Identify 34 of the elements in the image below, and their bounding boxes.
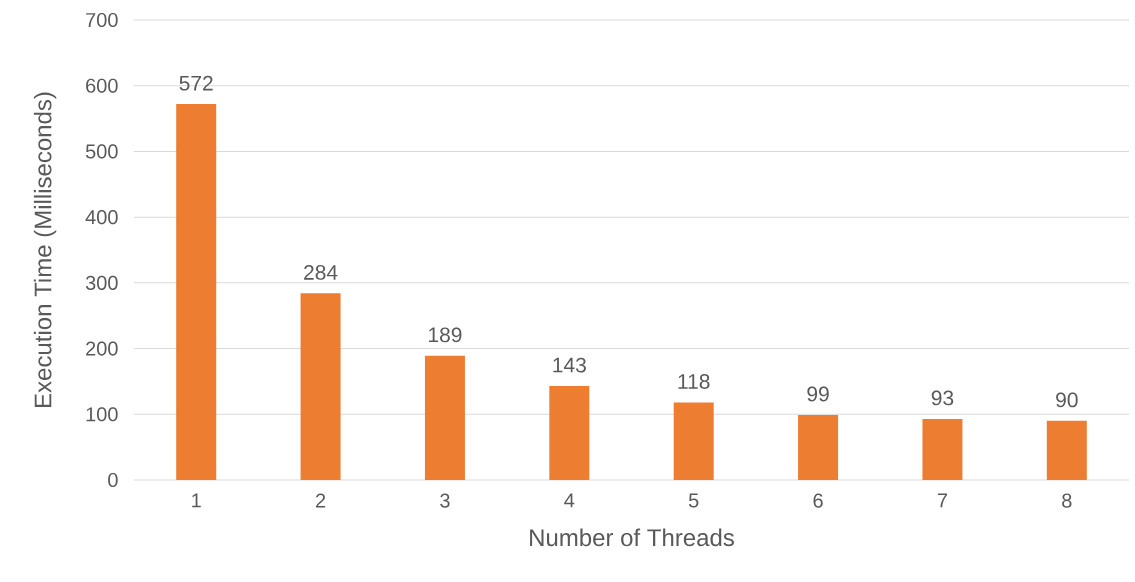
- y-tick-label: 400: [85, 210, 118, 225]
- y-tick-label: 700: [86, 12, 118, 28]
- data-label: 93: [931, 390, 954, 406]
- x-tick-label: 8: [1062, 493, 1072, 508]
- data-label: 189: [429, 327, 462, 343]
- data-label: 118: [678, 374, 710, 389]
- bar: [673, 402, 714, 480]
- y-axis-title: Execution Time (Milliseconds): [33, 92, 57, 407]
- x-tick-label: 1: [192, 493, 201, 508]
- bar: [798, 414, 839, 480]
- bar: [176, 104, 217, 480]
- x-tick-label: 5: [688, 493, 699, 508]
- data-label: 90: [1056, 392, 1078, 408]
- x-axis-title: Number of Threads: [530, 528, 734, 547]
- x-tick-label: 6: [813, 493, 823, 508]
- y-tick-label: 200: [86, 341, 118, 356]
- x-tick-label: 3: [440, 493, 450, 508]
- data-label: 284: [304, 264, 338, 280]
- y-tick-label: 300: [85, 275, 118, 290]
- bar: [549, 386, 590, 480]
- data-label: 572: [179, 75, 213, 91]
- data-label: 143: [553, 357, 586, 373]
- y-tick-label: 0: [108, 472, 118, 488]
- x-tick-label: 4: [564, 493, 575, 508]
- bar: [922, 418, 963, 480]
- x-tick-label: 2: [316, 493, 326, 508]
- bar: [1046, 420, 1087, 480]
- y-tick-label: 500: [85, 144, 118, 159]
- data-label: 99: [807, 386, 829, 402]
- bar: [424, 355, 465, 480]
- y-tick-label: 600: [86, 78, 118, 93]
- y-tick-label: 100: [86, 407, 118, 422]
- bar: [300, 293, 341, 480]
- x-tick-label: 7: [937, 493, 947, 508]
